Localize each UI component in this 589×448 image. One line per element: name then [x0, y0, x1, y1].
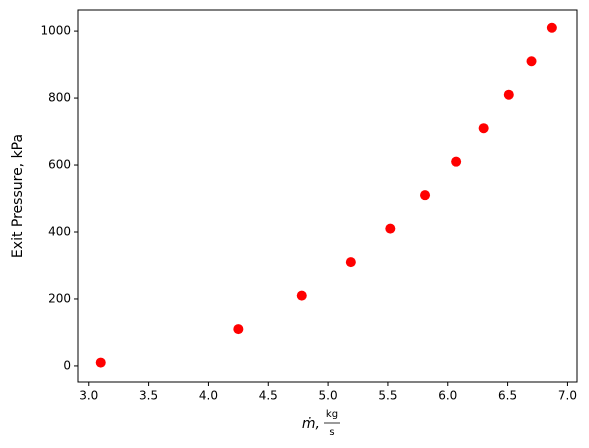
x-tick-label: 4.0	[199, 389, 218, 403]
point	[233, 324, 244, 335]
point	[345, 257, 356, 268]
plot-frame	[77, 9, 578, 383]
x-axis-label-numerator: kg	[326, 409, 338, 420]
x-tick-label: 3.5	[139, 389, 158, 403]
point	[420, 190, 431, 201]
point	[526, 56, 537, 67]
x-tick-label: 6.0	[438, 389, 457, 403]
point	[95, 357, 106, 368]
x-tick-label: 7.0	[558, 389, 577, 403]
point	[546, 22, 557, 33]
x-tick-label: 5.5	[378, 389, 397, 403]
point	[478, 123, 489, 134]
point	[451, 156, 462, 167]
y-tick-label: 1000	[40, 24, 71, 38]
x-axis-label-denominator: s	[329, 427, 334, 438]
x-axis-label-symbol: ṁ,	[302, 416, 320, 432]
x-tick-label: 5.0	[319, 389, 338, 403]
y-axis-label: Exit Pressure, kPa	[10, 134, 26, 258]
y-tick-label: 600	[48, 158, 71, 172]
y-tick-label: 800	[48, 91, 71, 105]
x-tick-label: 3.0	[79, 389, 98, 403]
point	[296, 290, 307, 301]
point	[385, 223, 396, 234]
y-tick-label: 200	[48, 291, 71, 305]
x-tick-label: 6.5	[498, 389, 517, 403]
y-tick-label: 400	[48, 224, 71, 238]
x-tick-label: 4.5	[259, 389, 278, 403]
y-tick-label: 0	[63, 358, 71, 372]
point	[503, 89, 514, 100]
